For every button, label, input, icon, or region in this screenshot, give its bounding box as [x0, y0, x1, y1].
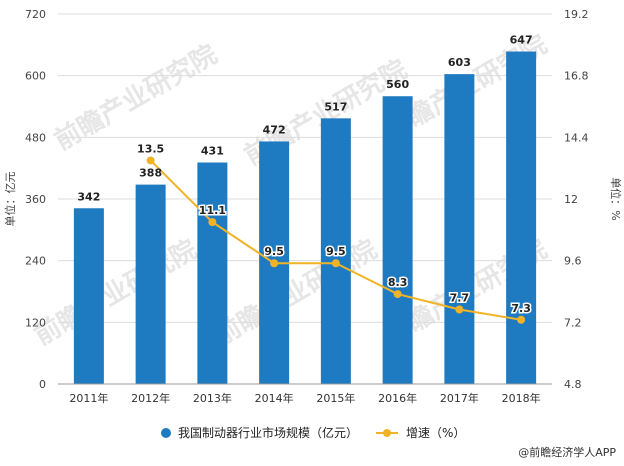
growth-point	[393, 290, 402, 299]
growth-label-halo: 11.1	[199, 204, 226, 217]
watermark-text: 前瞻产业研究院	[29, 234, 202, 352]
x-tick-label: 2012年	[131, 391, 170, 405]
y2-tick-label: 7.2	[564, 316, 582, 329]
x-tick-label: 2017年	[440, 391, 479, 405]
watermark-text: 前瞻产业研究院	[209, 234, 382, 352]
bar-value-label: 388	[139, 167, 162, 180]
x-tick-label: 2015年	[316, 391, 355, 405]
credit-text: @前瞻经济学人APP	[518, 446, 616, 459]
growth-point	[208, 218, 217, 227]
growth-value-label: 9.5	[264, 245, 284, 258]
bar	[506, 51, 537, 385]
y2-tick-label: 4.8	[564, 378, 582, 391]
bar-value-label: 647	[510, 34, 533, 47]
watermark-text: 前瞻产业研究院	[49, 39, 222, 157]
growth-value-label: 9.5	[326, 245, 346, 258]
y-tick-label: 360	[25, 193, 46, 206]
growth-value-label: 13.5	[137, 142, 164, 155]
legend-bar-label: 我国制动器行业市场规模（亿元）	[178, 425, 358, 440]
legend-bar-marker	[161, 428, 171, 438]
growth-label-halo: 9.5	[326, 245, 346, 258]
y2-axis-title: 单位：%	[609, 177, 623, 220]
y2-tick-label: 16.8	[564, 70, 589, 83]
bar-value-label: 560	[386, 78, 409, 91]
legend-line-label: 增速（%）	[406, 426, 465, 440]
bar	[135, 184, 166, 384]
bar	[73, 208, 104, 384]
growth-label-halo: 9.5	[264, 245, 284, 258]
y-tick-label: 0	[39, 378, 46, 391]
bar-value-label: 603	[448, 56, 471, 69]
growth-label-halo: 13.5	[137, 142, 164, 155]
y-tick-label: 240	[25, 255, 46, 268]
line-series	[146, 156, 526, 324]
legend: 我国制动器行业市场规模（亿元） 增速（%）	[161, 425, 465, 440]
y-tick-label: 720	[25, 8, 46, 21]
y2-tick-label: 12	[564, 193, 578, 206]
growth-label-halo: 8.3	[388, 276, 408, 289]
x-tick-label: 2016年	[378, 391, 417, 405]
legend-line-dot	[383, 429, 391, 437]
bar-value-label: 431	[201, 145, 224, 158]
bar	[320, 118, 351, 384]
growth-value-label: 7.7	[450, 291, 470, 304]
bar	[197, 162, 228, 384]
bar-value-label: 472	[263, 123, 286, 136]
y2-tick-label: 9.6	[564, 255, 582, 268]
x-tick-label: 2013年	[193, 391, 232, 405]
y-axis-title: 单位：亿元	[3, 172, 17, 227]
growth-label-halo: 7.7	[450, 291, 470, 304]
bar	[382, 96, 413, 384]
growth-point	[517, 315, 526, 324]
growth-value-label: 8.3	[388, 276, 408, 289]
y2-tick-label: 14.4	[564, 131, 589, 144]
x-tick-label: 2014年	[255, 391, 294, 405]
bar	[444, 74, 475, 384]
x-tick-label: 2018年	[502, 391, 541, 405]
growth-point	[270, 259, 279, 268]
growth-point	[146, 156, 155, 165]
bar-value-label: 517	[324, 100, 347, 113]
x-tick-label: 2011年	[69, 391, 108, 405]
y-tick-label: 480	[25, 131, 46, 144]
y-tick-label: 600	[25, 70, 46, 83]
growth-point	[455, 305, 464, 314]
growth-value-label: 7.3	[511, 302, 531, 315]
growth-value-label: 11.1	[199, 204, 226, 217]
y2-tick-label: 19.2	[564, 8, 589, 21]
growth-point	[331, 259, 340, 268]
bar-series	[73, 51, 537, 385]
growth-label-halo: 7.3	[511, 302, 531, 315]
bar-value-label: 342	[77, 190, 100, 203]
axes: 0 4.8 120 7.2 240 9.6 360 12 480 14.4 600 16.8 720 19…	[3, 8, 623, 405]
data-labels: 34238843147251756060364713.513.511.111.1…	[77, 34, 533, 317]
y-tick-label: 120	[25, 316, 46, 329]
